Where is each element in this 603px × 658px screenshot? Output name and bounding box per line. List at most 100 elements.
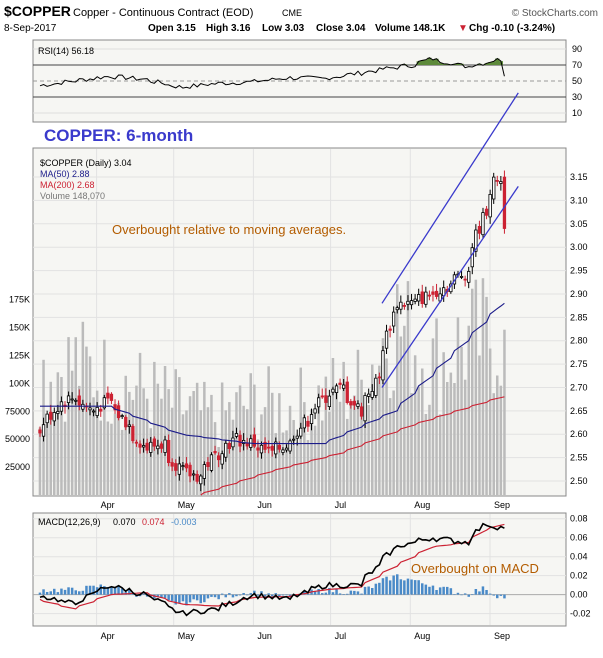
volume-bar bbox=[249, 373, 252, 495]
volume-bar bbox=[303, 402, 306, 495]
macd-signal-line bbox=[39, 523, 505, 610]
macd-histogram-bar bbox=[385, 576, 388, 595]
macd-x-label: Jul bbox=[335, 631, 347, 641]
macd-histogram-bar bbox=[56, 592, 60, 595]
macd-histogram-bar bbox=[438, 587, 442, 595]
candle-body bbox=[316, 397, 321, 408]
macd-histogram-bar bbox=[199, 594, 202, 604]
macd-annotation: Overbought on MACD bbox=[411, 561, 539, 576]
volume-bar bbox=[463, 379, 467, 495]
price-x-label: Apr bbox=[101, 500, 115, 510]
symbol-label: $COPPER bbox=[4, 3, 71, 19]
macd-tick-label: 0.00 bbox=[570, 590, 588, 600]
candle-body bbox=[202, 464, 207, 479]
volume-bar bbox=[181, 414, 185, 495]
rsi-tick-label: 30 bbox=[572, 92, 582, 102]
rsi-layer bbox=[39, 57, 505, 89]
candle-body bbox=[331, 388, 335, 393]
price-tick-label: 3.15 bbox=[570, 172, 588, 182]
macd-histogram-bar bbox=[481, 586, 485, 595]
volume-bar bbox=[374, 387, 378, 495]
macd-histogram-bar bbox=[231, 594, 235, 598]
candle-body bbox=[231, 437, 235, 448]
candle-body bbox=[138, 443, 142, 448]
volume-bar bbox=[421, 368, 424, 495]
candle-body bbox=[252, 434, 257, 447]
macd-histogram-bar bbox=[99, 584, 102, 595]
volume-bar bbox=[285, 430, 288, 495]
contract-name: Copper - Continuous Contract (EOD) bbox=[73, 7, 253, 19]
candle-body bbox=[345, 381, 349, 404]
macd-x-label: Sep bbox=[494, 631, 510, 641]
price-x-label: Sep bbox=[494, 500, 510, 510]
macd-histogram-bar bbox=[142, 593, 145, 595]
candle-body bbox=[291, 438, 296, 441]
change-arrow-icon: ▼ bbox=[458, 23, 468, 34]
macd-histogram-bar bbox=[181, 594, 185, 602]
volume-bar bbox=[388, 398, 392, 495]
volume-bar bbox=[442, 352, 445, 495]
volume-bar bbox=[178, 377, 181, 495]
macd-histogram-bar bbox=[363, 586, 367, 595]
candle-body bbox=[274, 441, 278, 455]
candle-body bbox=[413, 298, 417, 302]
volume-bar bbox=[217, 447, 220, 495]
volume-bar bbox=[53, 413, 56, 495]
macd-histogram-bar bbox=[38, 592, 42, 595]
volume-bar bbox=[313, 425, 317, 495]
candle-body bbox=[384, 330, 389, 349]
volume-bar bbox=[117, 402, 120, 495]
ma50-line bbox=[40, 302, 505, 445]
candle-body bbox=[306, 420, 310, 427]
macd-histogram-bar bbox=[346, 593, 349, 595]
macd-histogram-bar bbox=[485, 590, 488, 595]
volume-bar bbox=[342, 361, 345, 495]
macd-histogram-bar bbox=[349, 590, 353, 595]
candle-body bbox=[495, 179, 499, 182]
macd-legend-signal: 0.074 bbox=[142, 517, 165, 527]
macd-histogram-bar bbox=[428, 586, 431, 595]
candle-body bbox=[195, 473, 199, 482]
candle-body bbox=[281, 449, 285, 453]
volume-bar bbox=[106, 421, 110, 495]
macd-histogram-bar bbox=[220, 593, 224, 595]
macd-histogram-bar bbox=[488, 593, 492, 595]
macd-histogram-bar bbox=[235, 594, 238, 597]
candle-body bbox=[149, 441, 153, 453]
volume-bar bbox=[231, 419, 235, 495]
macd-histogram-bar bbox=[417, 580, 420, 595]
macd-line bbox=[39, 522, 505, 617]
macd-tick-label: -0.02 bbox=[570, 609, 591, 619]
candle-body bbox=[166, 439, 171, 463]
candle-body bbox=[431, 291, 435, 295]
macd-histogram-bar bbox=[238, 594, 242, 596]
macd-histogram-bar bbox=[249, 593, 252, 595]
macd-histogram-bar bbox=[374, 583, 378, 595]
macd-histogram-bar bbox=[267, 593, 270, 595]
volume-bar bbox=[78, 385, 81, 495]
candle-body bbox=[124, 416, 128, 428]
macd-histogram-bar bbox=[131, 594, 135, 595]
price-tick-label: 2.90 bbox=[570, 289, 588, 299]
candle-body bbox=[77, 395, 81, 406]
volume-tick-label: 100K bbox=[9, 378, 30, 388]
macd-histogram-bar bbox=[367, 586, 370, 595]
macd-histogram-bar bbox=[156, 594, 160, 597]
volume-bar bbox=[446, 382, 449, 495]
price-tick-label: 2.65 bbox=[570, 406, 588, 416]
candle-body bbox=[184, 463, 189, 469]
volume-bar bbox=[85, 346, 88, 495]
volume-bar bbox=[503, 329, 506, 495]
macd-histogram-bar bbox=[128, 589, 131, 595]
macd-histogram-bar bbox=[321, 593, 324, 595]
macd-histogram-bar bbox=[67, 587, 70, 595]
candle-body bbox=[156, 445, 160, 450]
volume-bar bbox=[492, 393, 495, 495]
volume-label: Volume 148.1K bbox=[375, 23, 446, 34]
candle-body bbox=[474, 229, 478, 252]
price-tick-label: 3.05 bbox=[570, 219, 588, 229]
macd-histogram-bar bbox=[217, 594, 220, 600]
price-x-label: Jun bbox=[257, 500, 272, 510]
volume-bar bbox=[499, 385, 503, 495]
macd-histogram-bar bbox=[78, 591, 81, 595]
